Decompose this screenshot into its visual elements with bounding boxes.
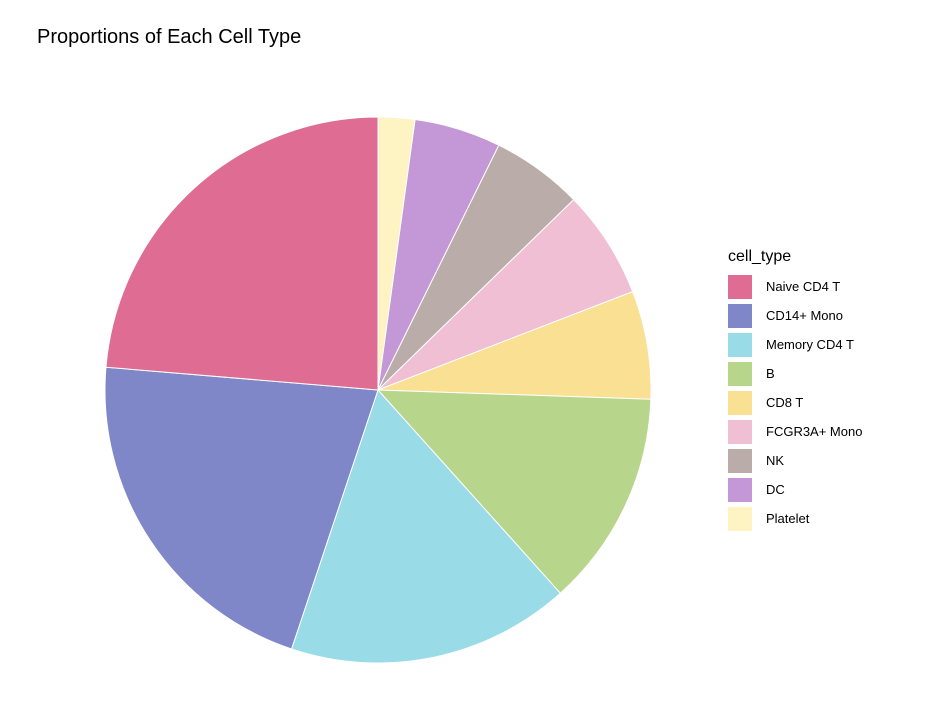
legend-label: FCGR3A+ Mono (766, 424, 863, 439)
legend-item-platelet: Platelet (728, 504, 862, 533)
legend-item-memory-cd4-t: Memory CD4 T (728, 330, 862, 359)
legend: cell_type Naive CD4 T CD14+ Mono Memory CD… (728, 248, 862, 533)
legend-label: Memory CD4 T (766, 337, 854, 352)
legend-label: NK (766, 453, 785, 468)
legend-items: Naive CD4 T CD14+ Mono Memory CD4 T B CD8 T F… (728, 272, 862, 533)
legend-item-naive-cd4-t: Naive CD4 T (728, 272, 862, 301)
pie-slices (104, 116, 652, 664)
legend-swatch (728, 332, 752, 357)
legend-swatch (728, 303, 752, 328)
legend-swatch (728, 274, 752, 299)
legend-label: CD8 T (766, 395, 804, 410)
legend-swatch (728, 361, 752, 386)
legend-swatch (728, 448, 752, 473)
pie-slice-b (376, 389, 652, 594)
legend-swatch (728, 506, 752, 531)
pie-slice-cd14-mono (104, 366, 379, 650)
legend-title: cell_type (728, 248, 792, 265)
legend-item-nk: NK (728, 446, 862, 475)
legend-label: DC (766, 482, 785, 497)
pie-slice-memory-cd4-t (290, 389, 562, 664)
legend-label: Platelet (766, 511, 810, 526)
pie-slice-naive-cd4-t (105, 116, 379, 391)
legend-swatch (728, 477, 752, 502)
legend-swatch (728, 419, 752, 444)
legend-item-b: B (728, 359, 862, 388)
legend-swatch (728, 390, 752, 415)
legend-label: CD14+ Mono (766, 308, 843, 323)
chart-title: Proportions of Each Cell Type (37, 26, 302, 48)
legend-item-cd8-t: CD8 T (728, 388, 862, 417)
legend-item-cd14-mono: CD14+ Mono (728, 301, 862, 330)
legend-item-fcgr3a-mono: FCGR3A+ Mono (728, 417, 862, 446)
legend-label: B (766, 366, 775, 381)
legend-label: Naive CD4 T (766, 279, 841, 294)
legend-item-dc: DC (728, 475, 862, 504)
